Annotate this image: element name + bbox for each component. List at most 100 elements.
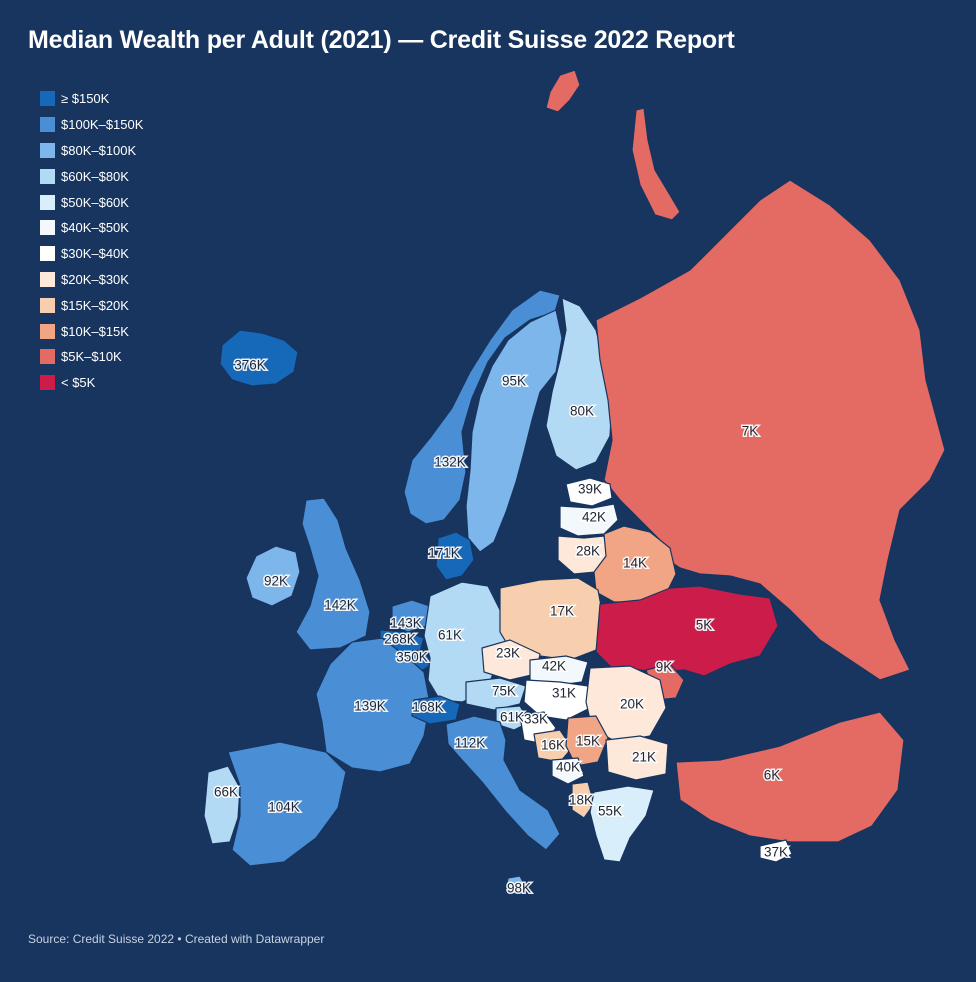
country-label-ireland: 92K [264,574,288,589]
legend-swatch [40,349,55,365]
country-label-serbia: 15K [576,734,600,749]
country-label-czechia: 23K [496,646,520,661]
country-label-germany: 61K [438,628,462,643]
country-austria [465,677,527,711]
legend-item: $50K–$60K [40,189,143,215]
country-label-montenegro: 40K [556,760,580,775]
legend-item: $15K–$20K [40,292,143,318]
country-latvia [559,503,619,537]
legend-item: $5K–$10K [40,344,143,370]
legend-label: $30K–$40K [61,246,129,262]
legend: ≥ $150K $100K–$150K $80K–$100K $60K–$80K $50… [40,86,143,396]
country-label-latvia: 42K [582,510,606,525]
country-label-uk: 142K [324,598,356,613]
country-russia [595,179,946,681]
country-label-romania: 20K [620,697,644,712]
source-note: Source: Credit Suisse 2022 • Created wit… [28,932,325,946]
legend-label: $40K–$50K [61,220,129,236]
legend-swatch [40,142,55,158]
country-label-portugal: 66K [214,785,238,800]
country-greece [589,785,655,863]
legend-label: $100K–$150K [61,117,144,133]
legend-label: $10K–$15K [61,323,129,339]
country-label-poland: 17K [550,604,574,619]
legend-swatch [40,194,55,210]
country-label-malta: 98K [507,881,531,896]
country-serbia [565,715,609,767]
country-iceland [219,329,299,387]
legend-swatch [40,220,55,236]
legend-swatch [40,297,55,313]
legend-item: $30K–$40K [40,241,143,267]
novaya-zemlya [631,107,681,221]
country-label-slovakia: 42K [542,659,566,674]
country-label-russia: 7K [742,424,759,439]
country-estonia [565,477,613,507]
country-label-spain: 104K [268,800,300,815]
country-hungary [523,679,591,721]
country-label-italy: 112K [455,736,486,751]
country-label-hungary: 31K [552,686,576,701]
legend-swatch [40,375,55,391]
country-label-luxembourg: 350K [396,650,428,665]
legend-label: < $5K [61,375,96,391]
country-france [315,637,431,773]
country-label-belgium: 268K [384,632,416,647]
country-uk [295,497,371,651]
legend-swatch [40,323,55,339]
legend-item: $20K–$30K [40,267,143,293]
country-portugal [203,765,241,845]
country-label-norway: 132K [434,455,466,470]
country-label-bosnia: 16K [541,738,565,753]
legend-item: $40K–$50K [40,215,143,241]
country-label-sweden: 95K [502,374,526,389]
country-albania [571,781,595,819]
legend-swatch [40,91,55,107]
legend-label: $50K–$60K [61,194,129,210]
country-label-cyprus: 37K [764,845,788,860]
country-label-switzerland: 168K [412,700,444,715]
country-label-slovenia: 61K [500,710,524,725]
country-label-moldova: 9K [656,660,673,675]
country-bulgaria [605,735,669,781]
legend-swatch [40,117,55,133]
country-label-turkey: 6K [764,768,781,783]
country-label-lithuania: 28K [576,544,600,559]
country-label-finland: 80K [570,404,594,419]
legend-label: $20K–$30K [61,271,129,287]
legend-swatch [40,246,55,262]
country-label-iceland: 376K [234,358,266,373]
country-label-netherlands: 143K [390,616,422,631]
country-label-albania: 18K [569,793,593,808]
country-romania [585,665,667,743]
legend-label: $15K–$20K [61,297,129,313]
country-italy [445,715,561,851]
country-spain [227,741,347,867]
country-label-bulgaria: 21K [632,750,656,765]
country-ireland [245,545,301,607]
country-label-belarus: 14K [623,556,647,571]
country-turkey [675,711,905,843]
country-switzerland [411,695,461,725]
legend-item: ≥ $150K [40,86,143,112]
country-cyprus [759,839,793,863]
legend-item: $80K–$100K [40,138,143,164]
country-montenegro [551,757,585,785]
country-label-austria: 75K [492,684,516,699]
country-bosnia [533,729,573,763]
country-label-denmark: 171K [428,546,460,561]
legend-label: $80K–$100K [61,142,137,158]
country-sweden [465,309,563,553]
legend-label: $60K–$80K [61,168,129,184]
arctic-islands [545,69,581,113]
country-label-croatia: 33K [524,712,548,727]
legend-item: $10K–$15K [40,318,143,344]
country-label-greece: 55K [598,804,622,819]
legend-swatch [40,168,55,184]
country-label-ukraine: 5K [696,618,713,633]
legend-label: ≥ $150K [61,91,110,107]
legend-item: $60K–$80K [40,163,143,189]
country-malta [505,875,527,895]
legend-swatch [40,271,55,287]
